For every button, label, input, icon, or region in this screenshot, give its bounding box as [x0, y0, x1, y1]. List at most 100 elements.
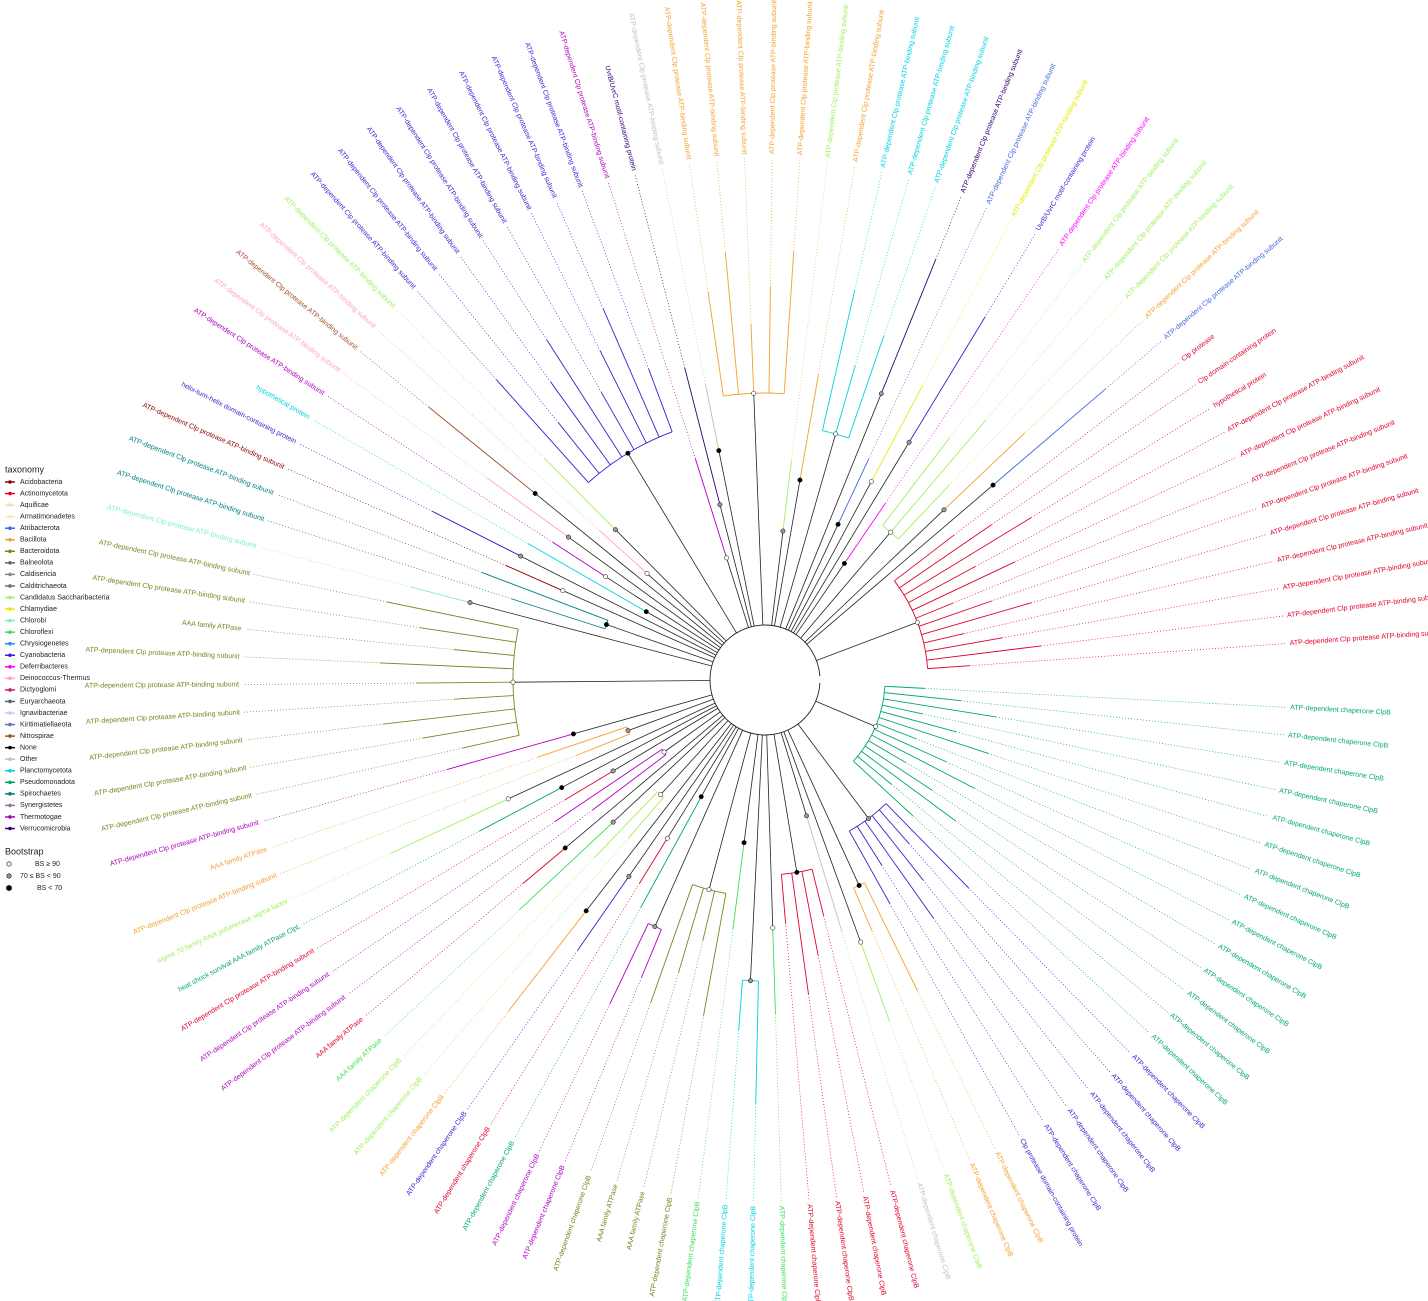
bootstrap-title: Bootstrap [5, 846, 44, 856]
leaf-guide [969, 643, 1286, 667]
bootstrap-node [583, 908, 589, 914]
leaf-guide [854, 171, 883, 291]
legend-swatch-dot [8, 630, 12, 634]
leaf-label: ATP-dependent Clp protease ATP-binding s… [769, 0, 778, 154]
leaf-label: ATP-dependent Clp protease ATP-binding s… [825, 4, 850, 158]
leaf-guide [514, 907, 642, 1139]
leaf-guide [248, 601, 421, 628]
leaf-label: ATP-dependent Clp protease ATP-binding s… [490, 55, 558, 199]
leaf-branch [853, 887, 873, 932]
internal-branch [804, 509, 945, 643]
legend-label: Cyanobacteria [20, 652, 65, 659]
leaf-guide [770, 158, 773, 288]
internal-branch [718, 450, 755, 627]
leaf-guide [245, 628, 455, 650]
leaf-guide [915, 738, 1252, 870]
internal-branch [806, 484, 994, 645]
leaf-guide [991, 384, 1196, 525]
internal-branch [816, 621, 918, 661]
internal-branch [779, 433, 836, 628]
bootstrap-legend: Bootstrap BS ≥ 90 70 ≤ BS < 90 BS < 70 [5, 846, 62, 891]
internal-branch [793, 442, 910, 634]
internal-branch [605, 576, 720, 651]
leaf-label: ATP-dependent Clp protease ATP-binding s… [141, 402, 285, 471]
internal-branch [815, 700, 876, 727]
legend-label: Other [20, 756, 38, 763]
internal-branch [753, 393, 764, 626]
leaf-branch [479, 787, 562, 832]
bootstrap-node [914, 619, 920, 625]
legend-swatch-dot [8, 503, 12, 507]
leaf-label: AAA family ATPase [335, 1037, 384, 1083]
leaf-branch [383, 708, 515, 725]
leaf-guide [953, 362, 1180, 536]
leaf-label: ATP-dependent Clp protease ATP-binding s… [1226, 354, 1365, 433]
leaf-guide [891, 784, 1168, 1013]
leaf-guide [922, 713, 1276, 791]
legend-label: Chrysiogenetes [20, 641, 69, 648]
internal-branch [513, 680, 711, 683]
leaf-label: ATP-dependent Clp protease ATP-binding s… [1251, 419, 1396, 484]
legend-swatch-dot [8, 815, 12, 819]
leaf-branch [885, 803, 969, 889]
leaf-label: ATP-dependent Clp protease ATP-binding s… [132, 872, 278, 936]
legend-swatch-dot [8, 607, 12, 611]
leaf-branch [880, 710, 957, 733]
leaf-guide [889, 1020, 945, 1171]
leaf-label: ATP-dependent chaperone ClpB [888, 1190, 919, 1290]
leaf-branch [868, 740, 906, 763]
leaf-guide [267, 520, 512, 600]
leaf-branch [883, 698, 997, 718]
leaf-branch [462, 734, 520, 749]
leaf-label: ATP-dependent Clp protease ATP-binding s… [94, 765, 247, 798]
leaf-guide [785, 923, 810, 1201]
leaf-label: ATP-dependent chaperone ClpB [1186, 990, 1271, 1056]
leaf-label: ATP-dependent chaperone ClpB [553, 1174, 593, 1272]
leaf-branch [926, 645, 1041, 661]
leaf-branch [871, 734, 975, 789]
leaf-branch [880, 259, 937, 394]
leaf-branch [811, 869, 825, 916]
leaf-guide [303, 830, 480, 925]
leaf-guide [482, 240, 548, 341]
leaf-label: ATP-dependent chaperone ClpB [405, 1110, 468, 1197]
leaf-branch [783, 250, 795, 394]
leaf-label: ATP-dependent Clp protease ATP-binding s… [853, 9, 886, 162]
leaf-guide [1014, 456, 1238, 563]
leaf-branch [417, 681, 514, 684]
leaf-guide [818, 165, 856, 375]
leaf-branch [780, 874, 787, 924]
bootstrap-node [856, 883, 862, 888]
internal-branch [660, 720, 729, 795]
leaf-guide [854, 178, 910, 366]
bootstrap-node [706, 887, 712, 893]
leaf-guide [459, 256, 551, 383]
legend-label: Chlorobi [20, 617, 47, 624]
leaf-branch [837, 458, 870, 525]
leaf-guide [1040, 615, 1284, 647]
leaf-label: ATP-dependent Clp protease ATP-binding s… [960, 48, 1025, 194]
internal-branch [520, 555, 717, 656]
legend-swatch-dot [8, 722, 12, 727]
legend-swatch-dot [8, 514, 12, 519]
internal-branch [708, 733, 752, 890]
bootstrap-node [510, 679, 516, 685]
leaf-guide [963, 561, 1274, 635]
leaf-branch [908, 317, 986, 443]
leaf-guide [688, 163, 709, 293]
bootstrap-node [990, 482, 996, 488]
bootstrap-node [559, 785, 565, 791]
leaf-guide [823, 915, 892, 1187]
leaf-guide [276, 494, 482, 573]
legend-swatch-dot [8, 826, 12, 831]
internal-branch [780, 732, 807, 816]
leaf-branch [576, 733, 630, 756]
leaf-guide [808, 993, 837, 1198]
leaf-guide [889, 903, 1020, 1136]
legend-label: Calditrichaeota [20, 583, 67, 590]
leaf-guide [326, 395, 553, 543]
leaf-guide [948, 300, 1124, 486]
leaf-label: ATP-dependent Clp protease ATP-binding s… [986, 63, 1058, 206]
legend-swatch-dot [8, 792, 12, 796]
leaf-guide [933, 918, 1067, 1107]
